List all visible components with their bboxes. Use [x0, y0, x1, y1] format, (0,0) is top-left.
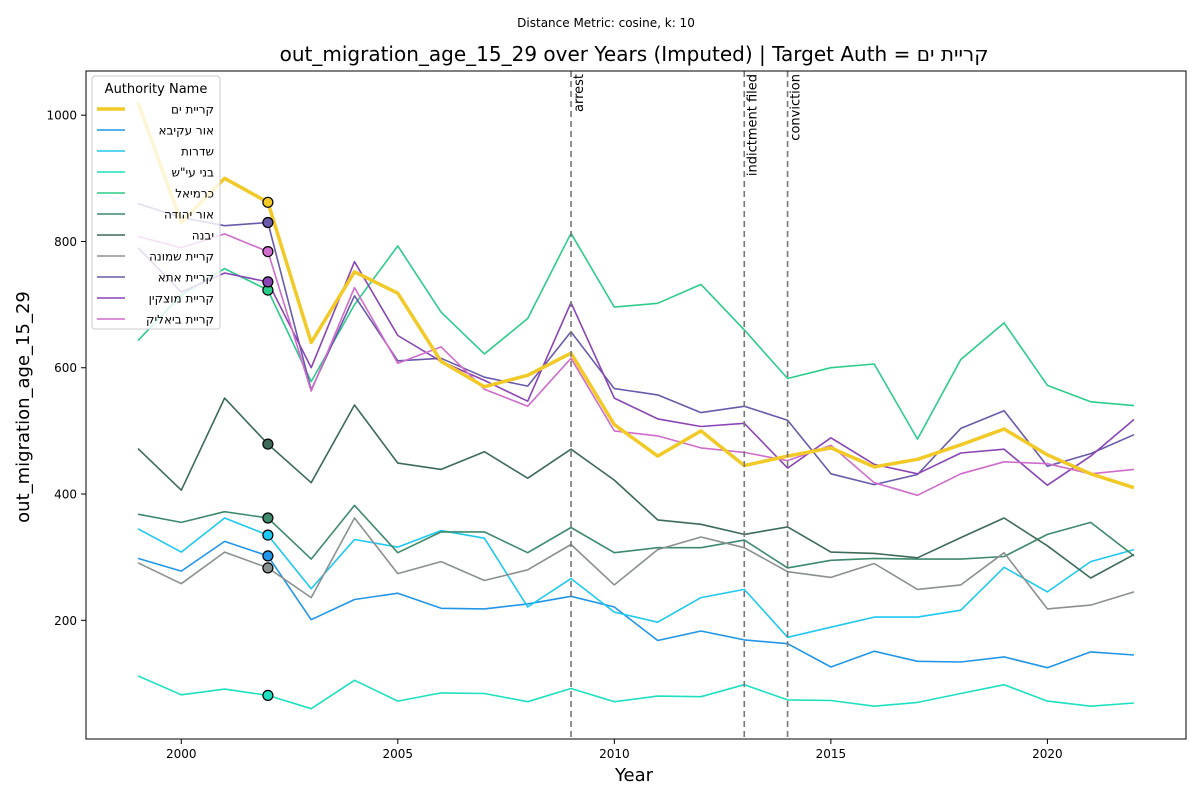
imputed-point-8 — [262, 216, 274, 229]
imputed-point-6 — [262, 438, 274, 450]
y-tick-label-1: 400 — [54, 488, 77, 502]
series-line-6 — [137, 397, 1135, 579]
legend-label-2: שדרות — [181, 145, 214, 159]
x-tick-label-4: 2020 — [1032, 747, 1063, 761]
imputed-point-3 — [262, 689, 274, 702]
series-line-3 — [137, 675, 1135, 710]
imputed-point-7 — [262, 562, 274, 574]
imputed-markers — [262, 196, 274, 702]
imputed-point-9 — [262, 276, 274, 288]
legend-box — [91, 75, 221, 330]
series-line-10 — [137, 233, 1135, 497]
legend-label-3: בני עי"ש — [172, 166, 215, 180]
legend-label-0: קריית ים — [171, 103, 214, 117]
legend-label-6: יבנה — [192, 229, 214, 243]
legend-label-8: קריית אתא — [158, 271, 214, 285]
event-label-1: indictment filed — [745, 74, 760, 176]
imputed-point-2 — [262, 529, 274, 541]
legend-label-9: קריית מוצקין — [149, 292, 214, 306]
y-tick-label-4: 1000 — [46, 109, 77, 123]
event-label-2: conviction — [789, 74, 804, 141]
event-lines: arrest indictment filed conviction — [570, 71, 804, 739]
y-axis-ticks: 200 400 600 800 1000 — [46, 109, 86, 628]
legend-label-4: כרמיאל — [175, 187, 214, 201]
x-axis-label: Year — [614, 765, 654, 786]
series-line-0 — [136, 102, 1135, 490]
imputed-point-1 — [262, 550, 274, 562]
series-lines — [136, 102, 1135, 710]
legend-label-10: קריית ביאליק — [146, 313, 214, 327]
legend-label-5: אור יהודה — [164, 208, 214, 222]
series-line-1 — [137, 540, 1135, 669]
imputed-point-0 — [262, 196, 274, 208]
chart-suptitle: Distance Metric: cosine, k: 10 — [517, 16, 695, 30]
y-tick-label-0: 200 — [54, 614, 77, 628]
x-tick-label-2: 2010 — [599, 747, 630, 761]
imputed-point-5 — [262, 512, 274, 524]
event-label-0: arrest — [572, 74, 587, 112]
series-line-9 — [137, 247, 1135, 487]
y-tick-label-3: 800 — [54, 235, 77, 249]
y-axis-label: out_migration_age_15_29 — [13, 291, 34, 523]
x-tick-label-1: 2005 — [383, 747, 414, 761]
legend-label-1: אור עקיבא — [158, 124, 214, 138]
legend-label-7: קריית שמונה — [149, 250, 214, 264]
chart-title: out_migration_age_15_29 over Years (Impu… — [280, 42, 989, 66]
series-line-5 — [137, 504, 1135, 569]
imputed-point-10 — [262, 246, 274, 258]
legend-title: Authority Name — [105, 82, 208, 97]
series-line-8 — [137, 202, 1135, 486]
series-line-7 — [137, 517, 1135, 610]
x-axis-ticks: 2000 2005 2010 2015 2020 — [166, 739, 1063, 761]
legend: Authority Name קריית ים אור עקיבא שדרות בני… — [91, 75, 221, 330]
plot-frame — [85, 70, 1187, 740]
series-line-2 — [137, 517, 1135, 639]
x-tick-label-0: 2000 — [166, 747, 197, 761]
x-tick-label-3: 2015 — [816, 747, 847, 761]
y-tick-label-2: 600 — [54, 361, 77, 375]
